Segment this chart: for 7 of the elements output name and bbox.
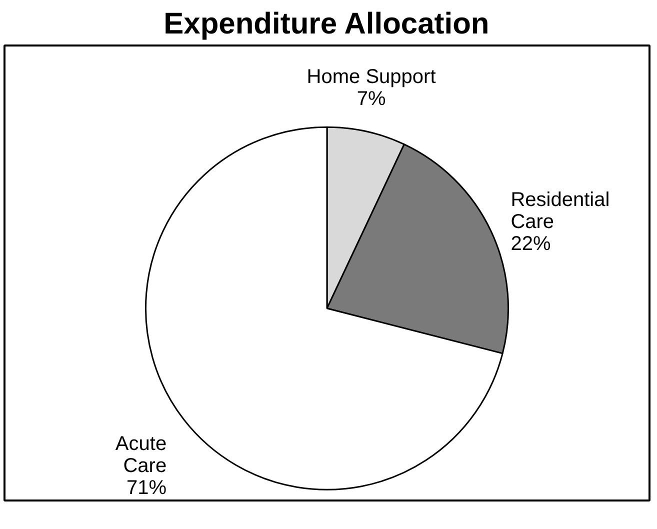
slice-label: Acute Care xyxy=(115,432,167,477)
slice-label: Home Support xyxy=(306,66,436,88)
data-label: 7% xyxy=(356,88,386,110)
data-label: 71% xyxy=(126,476,167,499)
chart-title: Expenditure Allocation xyxy=(164,8,490,40)
data-label: 22% xyxy=(510,232,551,255)
slice-label: Residential Care xyxy=(510,188,610,233)
